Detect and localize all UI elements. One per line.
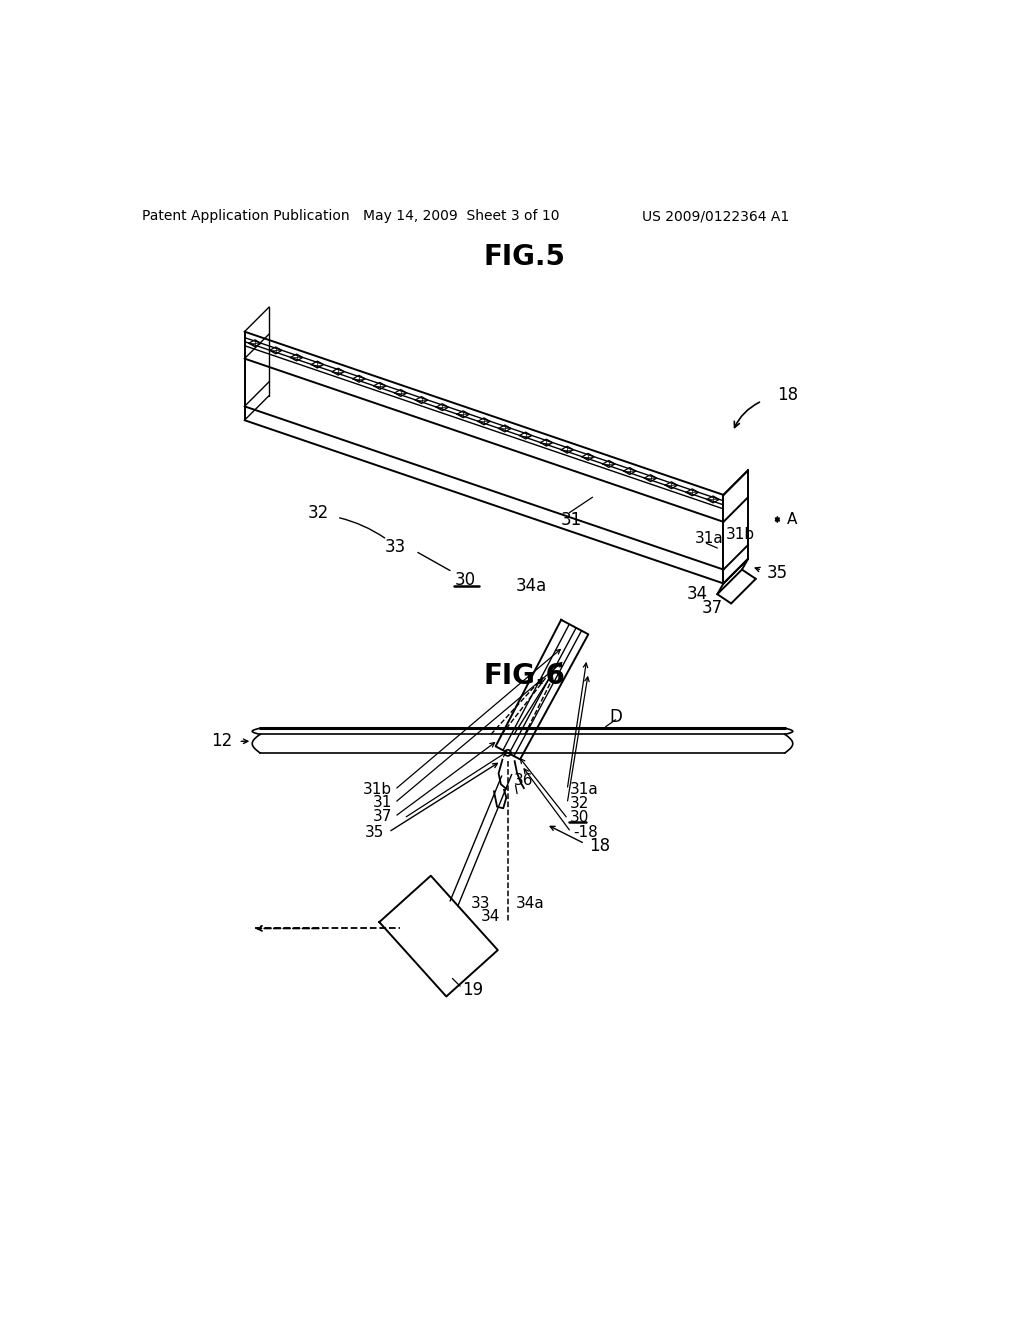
Text: May 14, 2009  Sheet 3 of 10: May 14, 2009 Sheet 3 of 10 <box>364 209 560 223</box>
Text: D: D <box>609 708 623 726</box>
Text: 31: 31 <box>373 796 392 810</box>
Text: US 2009/0122364 A1: US 2009/0122364 A1 <box>642 209 790 223</box>
Text: 30: 30 <box>569 810 589 825</box>
Text: 35: 35 <box>767 564 787 582</box>
Text: 37: 37 <box>702 599 723 616</box>
Text: 31: 31 <box>560 511 582 529</box>
Text: 35: 35 <box>366 825 385 840</box>
Text: 34a: 34a <box>515 577 547 595</box>
Text: 31b: 31b <box>726 527 755 541</box>
Text: 31a: 31a <box>569 783 598 797</box>
Text: 31b: 31b <box>364 783 392 797</box>
Text: 37: 37 <box>373 809 392 824</box>
Text: 32: 32 <box>308 504 330 521</box>
Text: 31a: 31a <box>695 531 724 546</box>
Text: 19: 19 <box>462 981 482 999</box>
Text: Patent Application Publication: Patent Application Publication <box>142 209 350 223</box>
Text: 34: 34 <box>480 908 500 924</box>
Text: 30: 30 <box>455 572 476 589</box>
Text: 18: 18 <box>590 837 610 855</box>
Text: 36: 36 <box>514 774 534 788</box>
Text: 34a: 34a <box>515 896 545 911</box>
Text: A: A <box>786 512 797 527</box>
Text: FIG.6: FIG.6 <box>484 661 565 690</box>
Text: 12: 12 <box>211 733 232 750</box>
Text: 34: 34 <box>687 585 708 603</box>
Text: FIG.5: FIG.5 <box>483 243 566 271</box>
Text: 18: 18 <box>777 385 799 404</box>
Text: 33: 33 <box>385 539 407 556</box>
Text: 32: 32 <box>569 796 589 812</box>
Text: -18: -18 <box>573 825 598 840</box>
Text: 33: 33 <box>471 896 490 911</box>
